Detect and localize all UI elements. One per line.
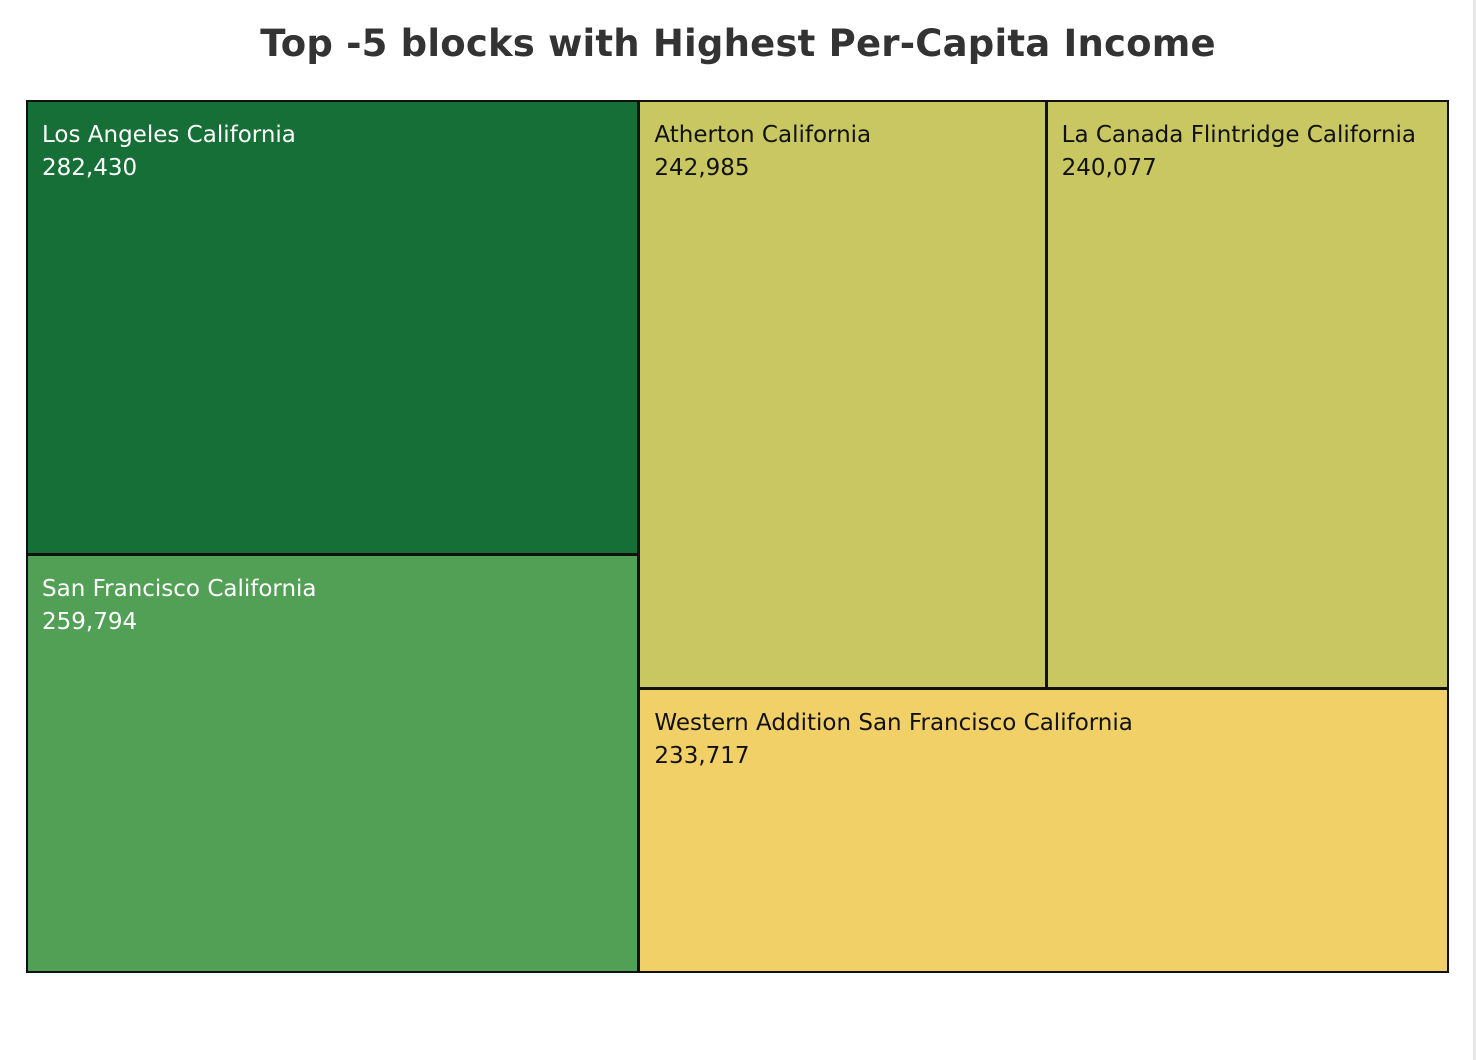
treemap-tile-western-addition-san-francisco-california[interactable]: Western Addition San Francisco Californi… [638,687,1449,973]
tile-value: 233,717 [654,742,750,769]
tile-value: 259,794 [42,609,138,636]
tile-label: Atherton California [654,122,872,148]
treemap: Los Angeles California 282,430 San Francis… [26,100,1449,973]
tile-label: San Francisco California [42,576,317,603]
treemap-tile-la-canada-flintridge-california[interactable]: La Canada Flintridge California 240,077 [1045,100,1449,689]
chart-title: Top -5 blocks with Highest Per-Capita In… [260,22,1216,65]
tile-value: 282,430 [42,155,138,181]
treemap-tile-atherton-california[interactable]: Atherton California 242,985 [638,100,1047,689]
tile-label: Western Addition San Francisco Californi… [654,709,1133,736]
tile-label: Los Angeles California [42,122,296,148]
treemap-tile-los-angeles-california[interactable]: Los Angeles California 282,430 [26,100,640,556]
treemap-tile-san-francisco-california[interactable]: San Francisco California 259,794 [26,554,640,973]
scrollbar-edge [1473,0,1476,1060]
tile-value: 240,077 [1061,155,1157,181]
tile-label: La Canada Flintridge California [1061,122,1417,148]
tile-value: 242,985 [654,155,750,181]
